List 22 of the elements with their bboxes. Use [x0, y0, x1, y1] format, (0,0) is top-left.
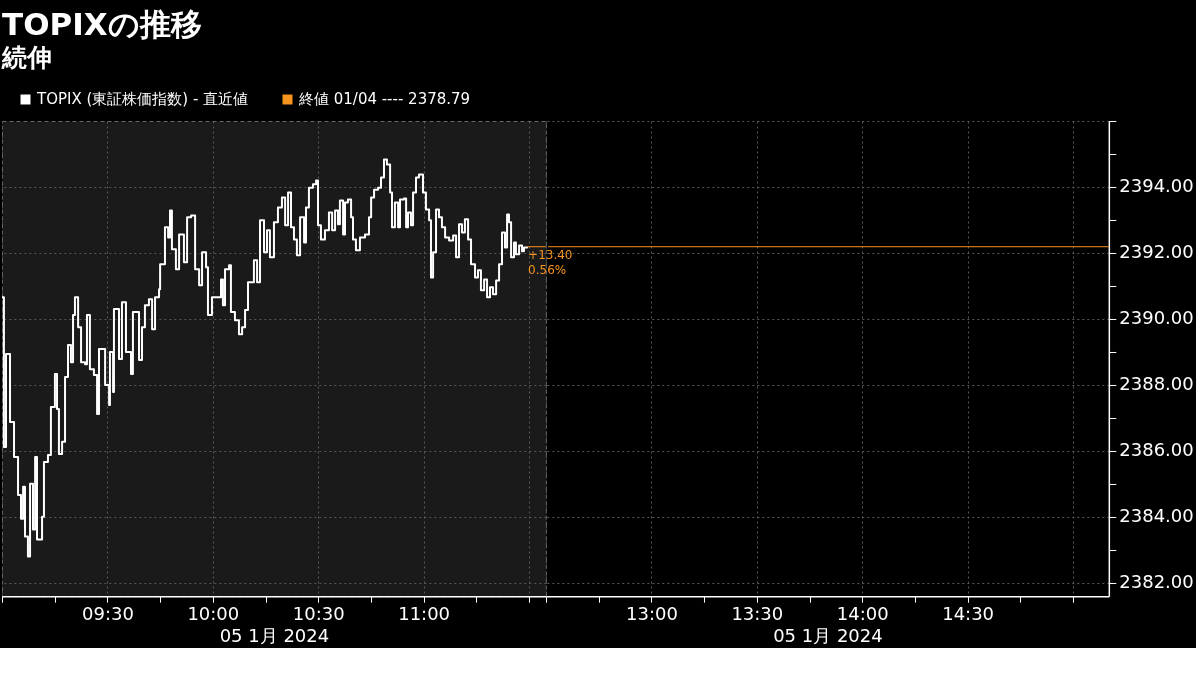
y-tick-label: 2390.00 — [1119, 307, 1194, 329]
annotation: +13.40 0.56% — [528, 247, 573, 277]
x-tick-label: 13:00 — [625, 602, 678, 624]
y-tick-label: 2388.00 — [1119, 373, 1194, 395]
y-tick-label: 2384.00 — [1119, 505, 1194, 527]
x-axis-title: 05 1月 2024 — [773, 624, 883, 646]
y-tick-label: 2382.00 — [1119, 571, 1194, 593]
x-tick-label: 14:30 — [942, 602, 995, 624]
x-tick-label: 10:30 — [292, 602, 345, 624]
y-tick-label: 2394.00 — [1119, 175, 1194, 197]
x-tick-label: 13:30 — [731, 602, 784, 624]
y-tick-label: 2392.00 — [1119, 241, 1194, 263]
chart-subtitle: 続伸 — [1, 43, 53, 73]
y-tick-label: 2386.00 — [1119, 439, 1194, 461]
chart-title: TOPIXの推移 — [2, 6, 202, 43]
x-tick-label: 09:30 — [82, 602, 134, 624]
x-tick-label: 11:00 — [398, 602, 451, 624]
legend-label: 終値 01/04 ---- 2378.79 — [298, 90, 471, 109]
x-tick-label: 14:00 — [836, 602, 889, 624]
x-tick-label: 10:00 — [187, 602, 240, 624]
legend-label: TOPIX (東証株価指数) - 直近値 — [36, 90, 249, 109]
x-axis-title: 05 1月 2024 — [219, 624, 330, 646]
